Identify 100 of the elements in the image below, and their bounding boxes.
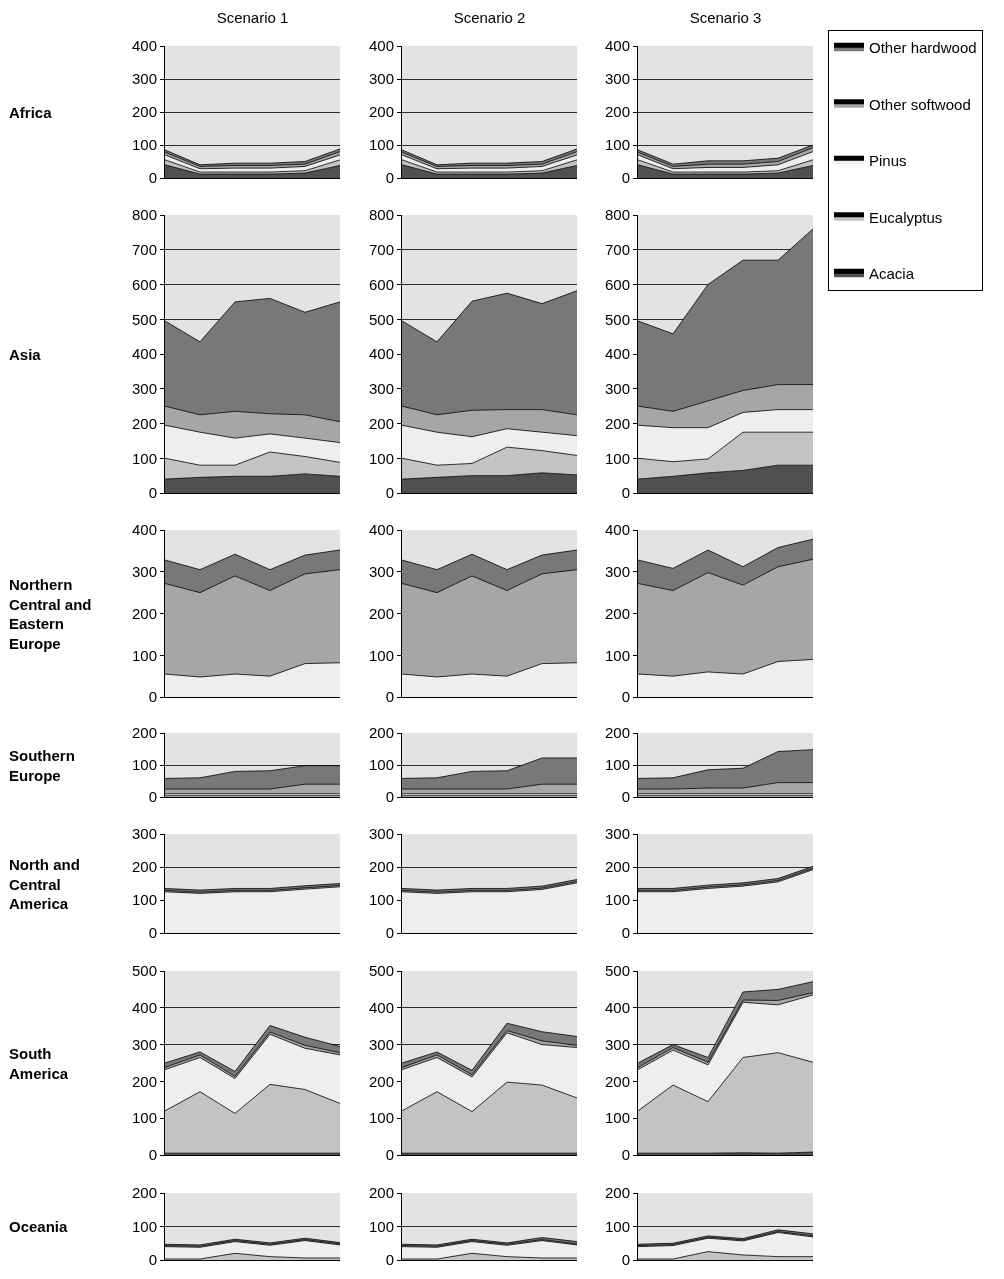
y-tick-label: 800 — [368, 206, 394, 224]
y-tick-label: 100 — [131, 1109, 157, 1127]
y-tick-label: 0 — [621, 688, 630, 706]
y-tick-label: 100 — [131, 646, 157, 664]
y-tick-label: 0 — [148, 1251, 157, 1269]
y-tick-label: 100 — [368, 891, 394, 909]
y-tick-label: 200 — [604, 724, 630, 742]
y-tick-label: 0 — [621, 169, 630, 187]
y-tick-label: 0 — [621, 924, 630, 942]
y-tick-label: 0 — [148, 788, 157, 806]
y-tick-label: 200 — [131, 858, 157, 876]
y-tick-label: 300 — [604, 1035, 630, 1053]
y-tick-label: 500 — [131, 962, 157, 980]
y-tick-label: 200 — [604, 1072, 630, 1090]
y-axis-title: Oceania — [9, 1218, 69, 1235]
y-tick-label: 0 — [148, 924, 157, 942]
y-tick-label: 0 — [621, 1251, 630, 1269]
y-axis-title: North and Central America — [9, 856, 80, 912]
y-tick-label: 400 — [131, 999, 157, 1017]
y-tick-label: 100 — [368, 1217, 394, 1235]
y-tick-label: 100 — [131, 136, 157, 154]
y-axis-title: Southern Europe — [9, 747, 75, 784]
y-tick-label: 500 — [368, 310, 394, 328]
y-tick-label: 100 — [604, 449, 630, 467]
y-tick-label: 100 — [131, 449, 157, 467]
y-tick-label: 200 — [368, 103, 394, 121]
y-tick-label: 100 — [604, 136, 630, 154]
y-tick-label: 500 — [131, 310, 157, 328]
y-tick-label: 100 — [604, 646, 630, 664]
y-tick-label: 100 — [131, 1217, 157, 1235]
y-tick-label: 200 — [368, 858, 394, 876]
y-tick-label: 700 — [368, 241, 394, 258]
y-tick-label: 300 — [368, 380, 394, 397]
y-tick-label: 0 — [385, 688, 394, 706]
y-tick-label: 0 — [148, 1146, 157, 1164]
y-tick-label: 800 — [131, 206, 157, 224]
y-tick-label: 200 — [131, 103, 157, 121]
y-tick-label: 300 — [131, 1035, 157, 1053]
y-tick-label: 300 — [604, 70, 630, 88]
y-tick-label: 100 — [368, 646, 394, 664]
y-tick-label: 0 — [385, 1251, 394, 1269]
y-tick-label: 0 — [385, 788, 394, 806]
y-tick-label: 400 — [368, 999, 394, 1017]
y-tick-label: 700 — [604, 241, 630, 258]
y-tick-label: 200 — [604, 604, 630, 622]
y-tick-label: 300 — [368, 825, 394, 843]
y-tick-label: 700 — [131, 241, 157, 258]
y-tick-label: 600 — [131, 275, 157, 293]
y-axis-title: South America — [9, 1045, 69, 1082]
y-tick-label: 800 — [604, 206, 630, 224]
y-tick-label: 100 — [368, 136, 394, 154]
y-tick-label: 300 — [368, 563, 394, 580]
chart-title: Scenario 2 — [453, 9, 526, 27]
y-tick-label: 200 — [368, 1072, 394, 1090]
legend-label: Other softwood — [869, 95, 971, 113]
y-tick-label: 100 — [604, 1109, 630, 1127]
y-tick-label: 600 — [368, 275, 394, 293]
y-tick-label: 400 — [604, 999, 630, 1017]
y-tick-label: 100 — [604, 891, 630, 909]
chart-title: Scenario 3 — [689, 9, 762, 27]
chart-title: Scenario 1 — [216, 9, 289, 27]
y-tick-label: 100 — [604, 756, 630, 774]
y-tick-label: 0 — [148, 169, 157, 187]
legend-label: Acacia — [869, 265, 915, 283]
y-tick-label: 300 — [131, 70, 157, 88]
y-tick-label: 0 — [148, 688, 157, 706]
y-tick-label: 400 — [368, 521, 394, 539]
y-tick-label: 400 — [604, 345, 630, 363]
y-tick-label: 200 — [131, 1072, 157, 1090]
y-tick-label: 400 — [604, 37, 630, 55]
y-tick-label: 0 — [621, 788, 630, 806]
y-tick-label: 500 — [604, 962, 630, 980]
y-tick-label: 200 — [131, 1184, 157, 1202]
y-tick-label: 100 — [131, 891, 157, 909]
y-tick-label: 0 — [621, 1146, 630, 1164]
y-tick-label: 300 — [368, 70, 394, 88]
y-tick-label: 100 — [131, 756, 157, 774]
y-axis-title: Northern Central and Eastern Europe — [9, 576, 92, 652]
y-tick-label: 0 — [385, 1146, 394, 1164]
y-tick-label: 500 — [368, 962, 394, 980]
y-tick-label: 200 — [131, 414, 157, 432]
y-tick-label: 200 — [604, 414, 630, 432]
y-tick-label: 200 — [368, 1184, 394, 1202]
legend-label: Pinus — [869, 152, 907, 170]
y-tick-label: 100 — [368, 1109, 394, 1127]
y-tick-label: 500 — [604, 310, 630, 328]
y-tick-label: 300 — [131, 825, 157, 843]
y-tick-label: 0 — [148, 484, 157, 502]
y-tick-label: 200 — [131, 604, 157, 622]
y-tick-label: 200 — [368, 604, 394, 622]
y-tick-label: 0 — [385, 924, 394, 942]
y-tick-label: 600 — [604, 275, 630, 293]
y-tick-label: 400 — [604, 521, 630, 539]
y-tick-label: 300 — [604, 825, 630, 843]
y-tick-label: 400 — [131, 521, 157, 539]
y-tick-label: 300 — [131, 380, 157, 397]
y-axis-title: Asia — [9, 346, 42, 363]
y-tick-label: 200 — [368, 724, 394, 742]
y-tick-label: 300 — [131, 563, 157, 580]
y-tick-label: 200 — [604, 1184, 630, 1202]
